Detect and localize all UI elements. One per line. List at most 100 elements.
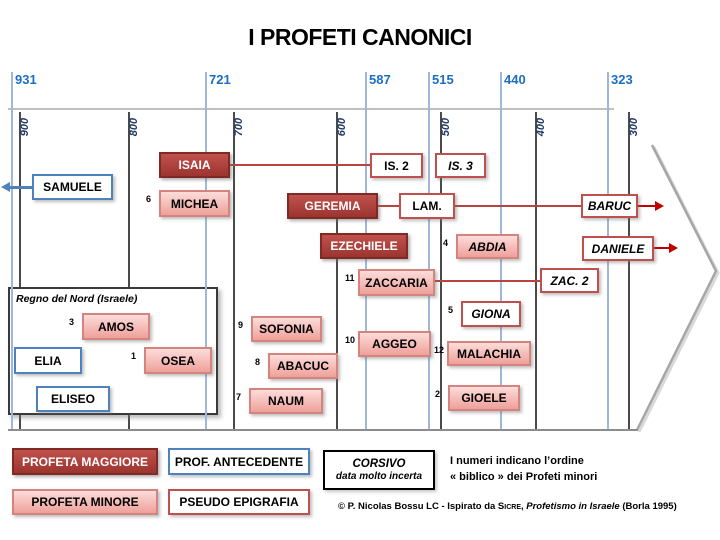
legend-corsivo-box: CORSIVO data molto incerta bbox=[323, 450, 435, 490]
connector-2 bbox=[376, 205, 401, 207]
prophet-box-samuele-label: SAMUELE bbox=[43, 180, 102, 194]
century-label-900: 900 bbox=[19, 117, 31, 137]
century-label-800: 800 bbox=[128, 117, 140, 137]
century-line-600 bbox=[336, 112, 338, 429]
legend-box-profeta-minore: PROFETA MINORE bbox=[12, 489, 158, 515]
legend-box-pseudo-epigrafia: PSEUDO EPIGRAFIA bbox=[168, 489, 310, 515]
connector-7 bbox=[10, 185, 32, 189]
connector-6 bbox=[432, 280, 542, 282]
prophet-box-is-3: IS. 3 bbox=[435, 153, 486, 178]
numbering-note-line1: I numeri indicano l’ordine bbox=[450, 455, 584, 467]
prophet-box-zac-2-label: ZAC. 2 bbox=[550, 273, 589, 288]
century-label-300: 300 bbox=[628, 117, 640, 137]
biblical-order-number-malachia: 12 bbox=[434, 345, 445, 355]
prophet-box-zaccaria-label: ZACCARIA bbox=[365, 275, 428, 290]
numbering-note: I numeri indicano l’ordine « biblico » d… bbox=[450, 453, 597, 485]
connector-5 bbox=[653, 247, 669, 249]
prophet-box-isaia: ISAIA bbox=[159, 152, 230, 178]
prophet-box-aggeo: AGGEO 10 bbox=[345, 331, 431, 357]
prophet-box-osea: OSEA 1 bbox=[131, 347, 212, 374]
century-label-700: 700 bbox=[233, 117, 245, 137]
connector-1 bbox=[228, 164, 372, 166]
century-line-300 bbox=[628, 112, 630, 429]
prophet-box-giona-label: GIONA bbox=[471, 307, 511, 321]
prophet-box-abdia: ABDIA 4 bbox=[443, 234, 519, 259]
biblical-order-number-sofonia: 9 bbox=[238, 320, 244, 330]
prophet-box-abdia-label: ABDIA bbox=[468, 239, 507, 254]
page-title: I PROFETI CANONICI bbox=[248, 24, 472, 50]
prophet-box-osea-label: OSEA bbox=[160, 353, 195, 368]
prophet-box-geremia: GEREMIA bbox=[287, 193, 378, 219]
prophet-box-baruc-label: BARUC bbox=[587, 199, 632, 213]
credit-comma: , bbox=[520, 501, 527, 512]
biblical-order-number-naum: 7 bbox=[236, 392, 242, 402]
century-line-400 bbox=[535, 112, 537, 429]
prophet-box-eliseo-label: ELISEO bbox=[50, 392, 95, 406]
prophet-box-gioele-label: GIOELE bbox=[461, 391, 507, 405]
arrow-right-icon bbox=[655, 200, 664, 211]
credit-author-smallcaps: Sicre bbox=[497, 501, 521, 512]
credit-book-title: Profetismo in Israele bbox=[526, 501, 620, 512]
century-line-900 bbox=[19, 112, 21, 429]
prophet-box-michea-label: MICHEA bbox=[170, 196, 219, 211]
credit-line: © P. Nicolas Bossu LC - Ispirato da Sicr… bbox=[338, 501, 677, 512]
prophet-box-naum-label: NAUM bbox=[268, 394, 304, 408]
year-line-721 bbox=[205, 72, 207, 429]
prophet-box-baruc: BARUC bbox=[581, 194, 638, 218]
legend-box-profeta-maggiore-label: PROFETA MAGGIORE bbox=[22, 454, 148, 469]
prophet-box-zac-2: ZAC. 2 bbox=[540, 268, 599, 293]
prophet-box-amos-label: AMOS bbox=[98, 319, 134, 334]
legend-box-pseudo-epigrafia-label: PSEUDO EPIGRAFIA bbox=[179, 495, 299, 509]
biblical-order-number-zaccaria: 11 bbox=[345, 273, 355, 283]
prophet-box-zaccaria: ZACCARIA 11 bbox=[345, 269, 435, 296]
legend-corsivo-subtitle: data molto incerta bbox=[335, 471, 423, 482]
century-label-400: 400 bbox=[535, 117, 547, 137]
legend-box-profeta-minore-label: PROFETA MINORE bbox=[31, 495, 139, 509]
prophet-box-is-2-label: IS. 2 bbox=[384, 158, 409, 173]
century-line-800 bbox=[128, 112, 130, 429]
century-label-600: 600 bbox=[336, 117, 348, 137]
prophet-box-elia: ELIA bbox=[14, 347, 82, 374]
legend-corsivo-title: CORSIVO bbox=[352, 458, 406, 470]
year-line-931 bbox=[11, 72, 13, 429]
prophet-box-geremia-label: GEREMIA bbox=[304, 199, 361, 213]
prophet-box-abacuc: ABACUC 8 bbox=[255, 353, 338, 379]
prophet-box-michea: MICHEA 6 bbox=[146, 190, 230, 217]
frame-top-line bbox=[8, 108, 614, 110]
century-label-500: 500 bbox=[440, 117, 452, 137]
prophet-box-daniele: DANIELE bbox=[582, 236, 654, 261]
year-label-323: 323 bbox=[611, 72, 633, 87]
connector-3 bbox=[453, 205, 583, 207]
legend-box-prof-antecedente: PROF. ANTECEDENTE bbox=[168, 448, 310, 475]
prophet-box-amos: AMOS 3 bbox=[69, 313, 150, 340]
century-line-700 bbox=[233, 112, 235, 429]
biblical-order-number-abacuc: 8 bbox=[255, 357, 261, 367]
century-line-500 bbox=[440, 112, 442, 429]
prophet-box-sofonia: SOFONIA 9 bbox=[238, 316, 322, 342]
biblical-order-number-amos: 3 bbox=[69, 317, 75, 327]
prophet-box-is-2: IS. 2 bbox=[370, 153, 423, 178]
prophet-box-gioele: GIOELE 2 bbox=[435, 385, 520, 411]
prophet-box-samuele: SAMUELE bbox=[32, 174, 113, 200]
prophet-box-naum: NAUM 7 bbox=[236, 388, 323, 414]
prophet-box-sofonia-label: SOFONIA bbox=[259, 322, 314, 336]
legend-box-profeta-maggiore: PROFETA MAGGIORE bbox=[12, 448, 158, 475]
credit-prefix: © P. Nicolas Bossu LC - Ispirato da bbox=[338, 501, 498, 512]
prophet-box-abacuc-label: ABACUC bbox=[277, 359, 329, 373]
biblical-order-number-michea: 6 bbox=[146, 194, 152, 204]
prophet-box-malachia-label: MALACHIA bbox=[457, 346, 521, 361]
frame-bottom-line bbox=[8, 429, 638, 431]
numbering-note-line2: « biblico » dei Profeti minori bbox=[450, 471, 598, 483]
arrow-right-icon bbox=[669, 242, 678, 253]
prophet-box-ezechiele-label: EZECHIELE bbox=[330, 239, 398, 253]
arrow-left-icon bbox=[1, 181, 10, 192]
prophet-box-isaia-label: ISAIA bbox=[178, 158, 211, 172]
biblical-order-number-abdia: 4 bbox=[443, 238, 449, 248]
north-kingdom-label: Regno del Nord (Israele) bbox=[16, 293, 138, 305]
year-label-931: 931 bbox=[15, 72, 37, 87]
year-label-440: 440 bbox=[504, 72, 526, 87]
prophet-box-giona: GIONA 5 bbox=[448, 301, 521, 327]
